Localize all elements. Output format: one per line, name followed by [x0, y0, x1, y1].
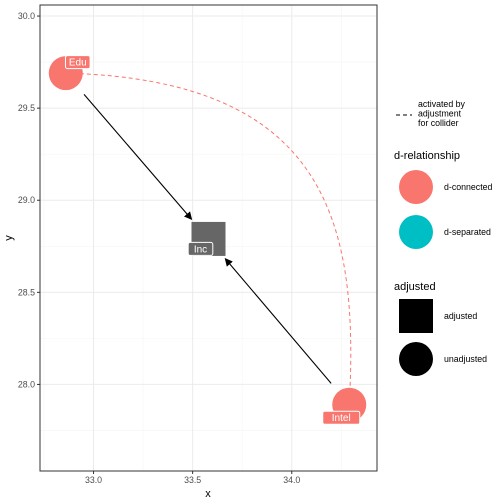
plot-panel: Edu Inc Intel: [39, 4, 378, 472]
legend-title-adjusted: adjusted: [394, 281, 436, 293]
edge-edu-to-inc: [83, 94, 193, 220]
panel-border: [39, 4, 378, 472]
x-tick-label: 34.0: [283, 475, 300, 485]
x-axis-ticks: 33.0 33.5 34.0: [85, 471, 300, 485]
y-tick-label: 28.0: [18, 379, 35, 389]
edges-layer: [65, 72, 352, 405]
legend-linetype-label-line: adjustment: [418, 109, 462, 119]
legend-key-unadjusted-circle: [399, 342, 433, 376]
legend-label-unadjusted: unadjusted: [444, 354, 487, 364]
x-tick-label: 33.5: [184, 475, 201, 485]
legend-title-d-relationship: d-relationship: [394, 150, 460, 162]
y-tick-label: 28.5: [18, 287, 35, 297]
node-labels-layer: Edu Inc Intel: [64, 55, 361, 425]
y-tick-label: 29.5: [18, 103, 35, 113]
node-label-box-edu: [64, 55, 91, 70]
edge-intel-to-inc: [224, 257, 332, 384]
legend-label-d-connected: d-connected: [444, 182, 493, 192]
legend-label-d-separated: d-separated: [444, 227, 491, 237]
x-axis-title: x: [205, 488, 211, 500]
legend-linetype-label-line: activated by: [418, 99, 466, 109]
y-axis-ticks: 28.0 28.5 29.0 29.5 30.0: [18, 11, 40, 389]
minor-gridlines: [40, 5, 377, 471]
node-label-box-inc: [187, 241, 214, 256]
y-axis-title: y: [3, 235, 15, 241]
legend-linetype: activated by adjustment for collider: [396, 99, 466, 128]
node-label-box-intel: [322, 410, 361, 425]
legend-linetype-label: activated by adjustment for collider: [418, 99, 466, 128]
x-tick-label: 33.0: [85, 475, 102, 485]
legend-key-adjusted-square: [399, 299, 433, 333]
legend-key-d-connected: [399, 170, 433, 204]
legend: activated by adjustment for collider d-rel…: [394, 99, 493, 376]
node-label-inc: Inc: [194, 244, 207, 255]
y-tick-label: 30.0: [18, 11, 35, 21]
legend-linetype-label-line: for collider: [418, 118, 459, 128]
node-label-intel: Intel: [332, 413, 351, 424]
legend-label-adjusted: adjusted: [444, 311, 477, 321]
node-label-edu: Edu: [69, 58, 87, 69]
collider-dashed-edge: [65, 72, 352, 405]
y-tick-label: 29.0: [18, 195, 35, 205]
legend-key-d-separated: [399, 215, 433, 249]
